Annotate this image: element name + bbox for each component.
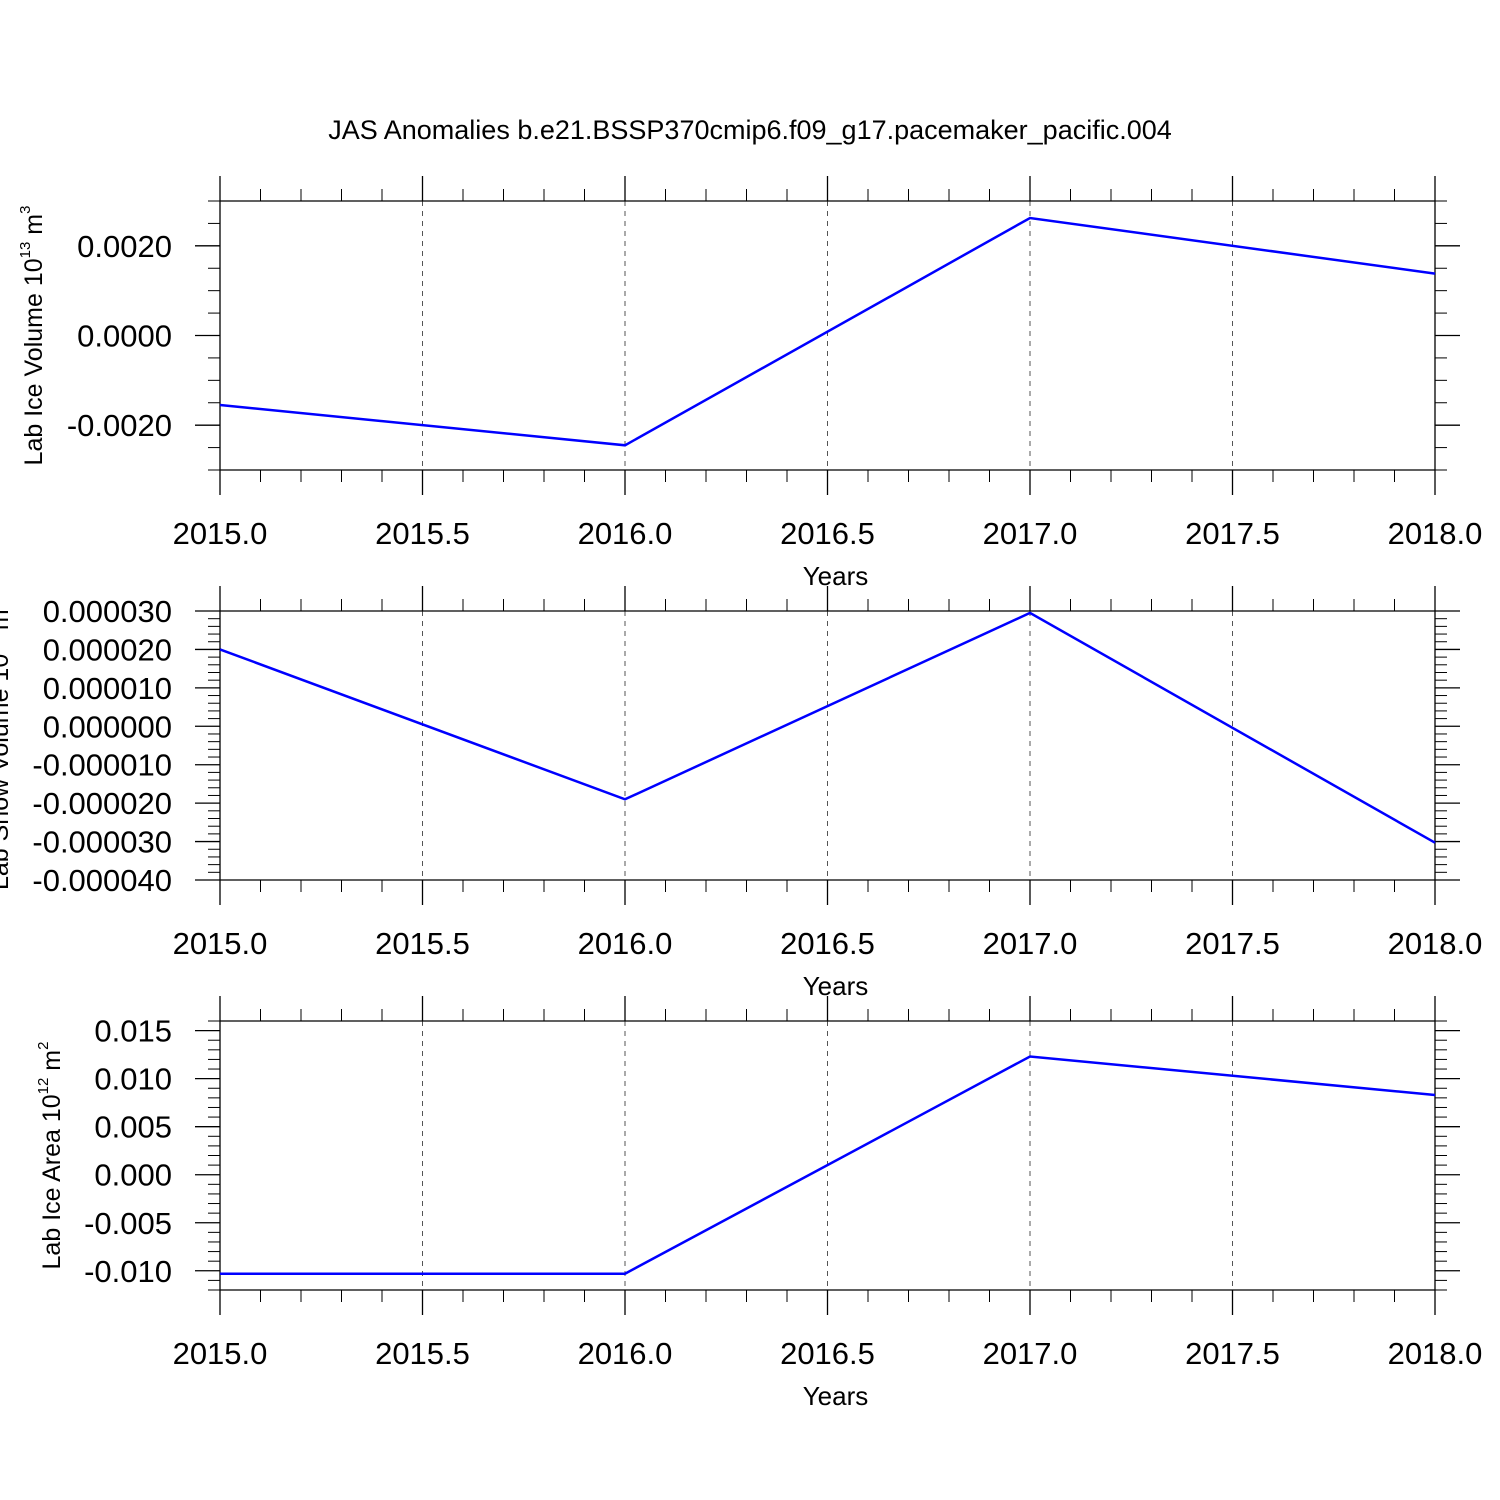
panel-3: 2015.0 2015.5 2016.0 2016.5 2017.0 2017.5 2018… [35, 996, 1482, 1411]
y-tick-label: 0.000 [94, 1158, 172, 1193]
y-tick-label: 0.010 [94, 1062, 172, 1097]
panel-2: 2015.0 2015.5 2016.0 2016.5 2017.0 2017.5 2018… [0, 586, 1482, 1001]
y-tick-label: -0.000040 [32, 863, 172, 898]
x-tick-label: 2017.0 [983, 926, 1078, 961]
y-tick-label: -0.000010 [32, 748, 172, 783]
figure-title: JAS Anomalies b.e21.BSSP370cmip6.f09_g17… [328, 115, 1172, 145]
y-tick-label: 0.0000 [77, 319, 172, 354]
y-tick-label: -0.005 [84, 1206, 172, 1241]
series-line [219, 611, 1436, 844]
y-tick-label: -0.0020 [67, 408, 172, 443]
y-tick-label: 0.0020 [77, 229, 172, 264]
x-tick-label: 2016.0 [578, 1336, 673, 1371]
x-tick-label: 2017.0 [983, 516, 1078, 551]
series-line [219, 216, 1436, 447]
x-tick-label: 2018.0 [1388, 926, 1483, 961]
panel-1: 2015.0 2015.5 2016.0 2016.5 2017.0 2017.5 2018… [17, 176, 1482, 591]
x-tick-label: 2016.5 [780, 516, 875, 551]
y-tick-label: -0.000020 [32, 786, 172, 821]
x-tick-label: 2017.0 [983, 1336, 1078, 1371]
y-tick-label: -0.000030 [32, 825, 172, 860]
x-tick-label: 2015.0 [173, 926, 268, 961]
y-tick-label: 0.000030 [43, 594, 172, 629]
x-tick-label: 2018.0 [1388, 516, 1483, 551]
x-tick-label: 2017.5 [1185, 516, 1280, 551]
y-tick-label: -0.010 [84, 1254, 172, 1289]
x-tick-label: 2017.5 [1185, 1336, 1280, 1371]
x-tick-label: 2015.0 [173, 516, 268, 551]
x-tick-label: 2016.5 [780, 1336, 875, 1371]
x-tick-label: 2016.5 [780, 926, 875, 961]
y-tick-label: 0.005 [94, 1110, 172, 1145]
x-axis-label: Years [803, 1381, 869, 1411]
x-tick-label: 2016.0 [578, 516, 673, 551]
y-tick-label: 0.000010 [43, 671, 172, 706]
x-tick-label: 2015.5 [375, 1336, 470, 1371]
y-axis-label: Lab Ice Area 1012 m2 [35, 1042, 66, 1270]
x-tick-label: 2015.0 [173, 1336, 268, 1371]
x-tick-label: 2015.5 [375, 516, 470, 551]
x-axis-label: Years [803, 971, 869, 1001]
x-tick-label: 2018.0 [1388, 1336, 1483, 1371]
y-tick-label: 0.000020 [43, 632, 172, 667]
series-line [220, 1055, 1436, 1275]
panels: 2015.0 2015.5 2016.0 2016.5 2017.0 2017.5 2018… [0, 176, 1482, 1411]
x-tick-label: 2015.5 [375, 926, 470, 961]
x-axis-label: Years [803, 561, 869, 591]
x-tick-label: 2017.5 [1185, 926, 1280, 961]
y-tick-label: 0.000000 [43, 709, 172, 744]
y-tick-label: 0.015 [94, 1014, 172, 1049]
y-axis-label: Lab Ice Volume 1013 m3 [17, 206, 48, 466]
x-tick-label: 2016.0 [578, 926, 673, 961]
y-axis-label: Lab Snow Volume 1013 m3 [0, 601, 14, 890]
